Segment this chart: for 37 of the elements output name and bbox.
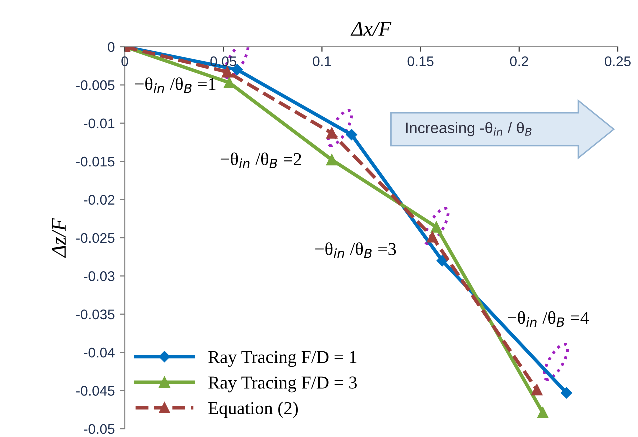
y-tick-label: -0.015 bbox=[76, 156, 115, 167]
annotation: −θ$_{in}$ /θ$_{B}$ =2 bbox=[220, 152, 302, 168]
annotation: −θ$_{in}$ /θ$_{B}$ =3 bbox=[316, 242, 396, 258]
legend-label: Equation (2) bbox=[208, 402, 298, 418]
legend-label: Ray Tracing F/D = 3 bbox=[208, 376, 357, 393]
y-axis-title: Δz/F bbox=[52, 218, 66, 258]
annotation: Increasing -θ$_{in}$ / θ$_{B}$ bbox=[406, 122, 532, 137]
annotation: −θ$_{in}$ /θ$_{B}$ =4 bbox=[508, 311, 590, 327]
y-tick-label: -0.04 bbox=[84, 348, 115, 358]
y-tick-label: 0 bbox=[108, 42, 115, 52]
y-tick-label: -0.005 bbox=[76, 80, 115, 90]
x-tick-label: 0 bbox=[122, 56, 128, 66]
y-tick-label: -0.025 bbox=[76, 233, 115, 244]
x-tick-label: 0.1 bbox=[313, 56, 332, 66]
x-tick-label: 0.15 bbox=[408, 56, 434, 66]
x-tick-label: 0.05 bbox=[210, 56, 237, 66]
y-tick-label: -0.02 bbox=[84, 195, 115, 205]
y-tick-label: -0.035 bbox=[76, 310, 115, 320]
point bbox=[538, 407, 549, 419]
y-tick-label: -0.045 bbox=[76, 386, 115, 396]
point bbox=[436, 255, 448, 267]
y-tick-label: -0.03 bbox=[84, 272, 115, 282]
x-tick-label: 0.25 bbox=[605, 56, 631, 66]
y-tick-label: -0.01 bbox=[84, 118, 115, 129]
legend-label: Ray Tracing F/D = 1 bbox=[208, 351, 357, 368]
x-axis-title: Δx/F bbox=[350, 22, 392, 36]
point bbox=[346, 129, 358, 140]
point bbox=[561, 387, 572, 399]
point bbox=[222, 66, 234, 78]
annotation: −θ$_{in}$ /θ$_{B}$ =1 bbox=[135, 78, 216, 94]
point bbox=[427, 232, 438, 243]
x-tick-label: 0.2 bbox=[510, 56, 528, 66]
y-tick-label: -0.05 bbox=[84, 424, 115, 434]
point bbox=[326, 154, 338, 166]
point bbox=[224, 77, 236, 88]
point bbox=[326, 128, 338, 139]
point bbox=[532, 384, 543, 396]
